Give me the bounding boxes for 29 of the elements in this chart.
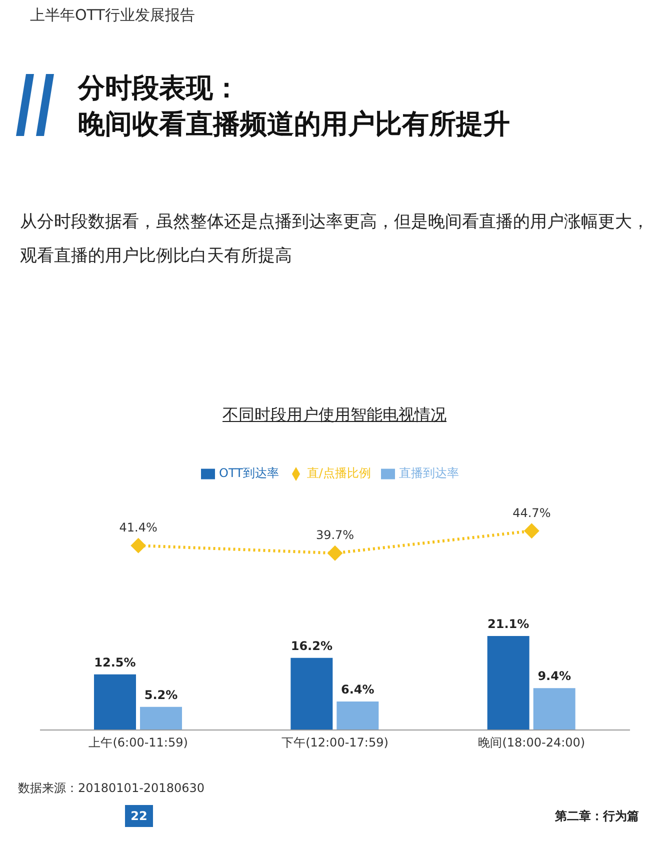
bar: [140, 706, 182, 730]
x-tick-label: 下午(12:00-17:59): [282, 736, 388, 750]
x-tick-label: 晚间(18:00-24:00): [478, 736, 586, 750]
text: 分时段表现：: [78, 72, 240, 106]
data-label: 39.7%: [316, 528, 354, 542]
bar: [290, 658, 333, 730]
x-tick-label: 上午(6:00-11:59): [88, 736, 188, 750]
data-label: 6.4%: [341, 682, 374, 696]
bar: [336, 701, 379, 730]
source-note: 数据来源：20180101-20180630: [18, 780, 204, 797]
data-label: 21.1%: [488, 617, 530, 632]
text: 晚间收看直播频道的用户比有所提升: [78, 108, 510, 142]
data-label: 16.2%: [290, 638, 332, 653]
data-label: 41.4%: [119, 520, 158, 535]
bar: [533, 688, 576, 730]
legend-label: 直/点播比例: [306, 466, 371, 480]
data-label: 5.2%: [144, 688, 178, 702]
data-label: 44.7%: [512, 506, 551, 520]
bar: [94, 674, 136, 730]
chart-title: 不同时段用户使用智能电视情况: [222, 405, 448, 426]
text: 22: [125, 805, 153, 827]
legend-label: 直播到达率: [398, 466, 459, 480]
legend-label: OTT到达率: [219, 466, 279, 480]
bar: [487, 636, 530, 730]
text: 上半年OTT行业发展报告: [30, 6, 195, 25]
data-label: 12.5%: [94, 655, 136, 670]
data-label: 9.4%: [538, 669, 571, 684]
text: 从分时段数据看，虽然整体还是点播到达率更高，但是晚间看直播的用户涨幅更大，观看直播的用户比例比白天有所提高: [20, 211, 650, 268]
text: 第二章：行为篇: [555, 808, 639, 825]
